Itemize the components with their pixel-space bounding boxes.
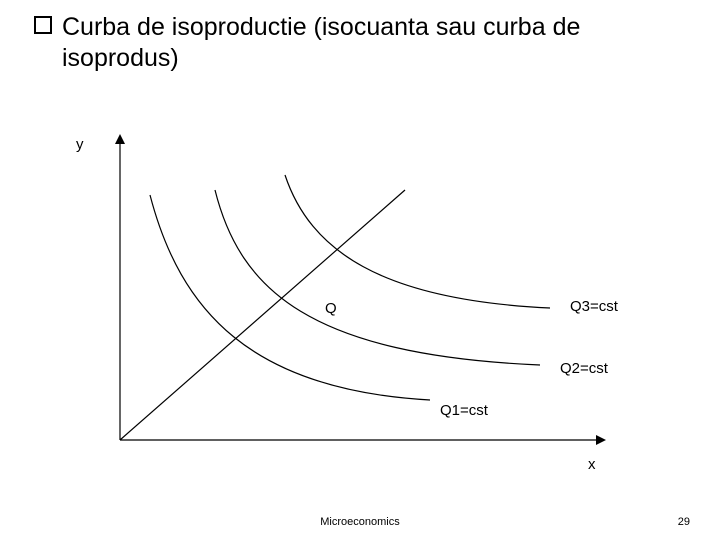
isoquant-label-2: Q2=cst <box>560 360 608 377</box>
y-axis-label: y <box>76 136 84 153</box>
isoquant-1 <box>150 195 430 400</box>
y-axis-arrow <box>115 134 125 144</box>
ray-label: Q <box>325 300 337 317</box>
bullet-icon <box>34 16 52 34</box>
isoquant-chart <box>80 130 640 470</box>
isoquant-curves <box>150 175 550 400</box>
footer-title: Microeconomics <box>0 516 720 528</box>
slide: Curba de isoproductie (isocuanta sau cur… <box>0 0 720 540</box>
ray-q <box>120 190 405 440</box>
isoquant-label-3: Q3=cst <box>570 298 618 315</box>
slide-title: Curba de isoproductie (isocuanta sau cur… <box>62 12 682 75</box>
isoquant-3 <box>285 175 550 308</box>
x-axis-label: x <box>588 456 596 473</box>
isoquant-label-1: Q1=cst <box>440 402 488 419</box>
page-number: 29 <box>678 516 690 528</box>
x-axis-arrow <box>596 435 606 445</box>
isoquant-2 <box>215 190 540 365</box>
